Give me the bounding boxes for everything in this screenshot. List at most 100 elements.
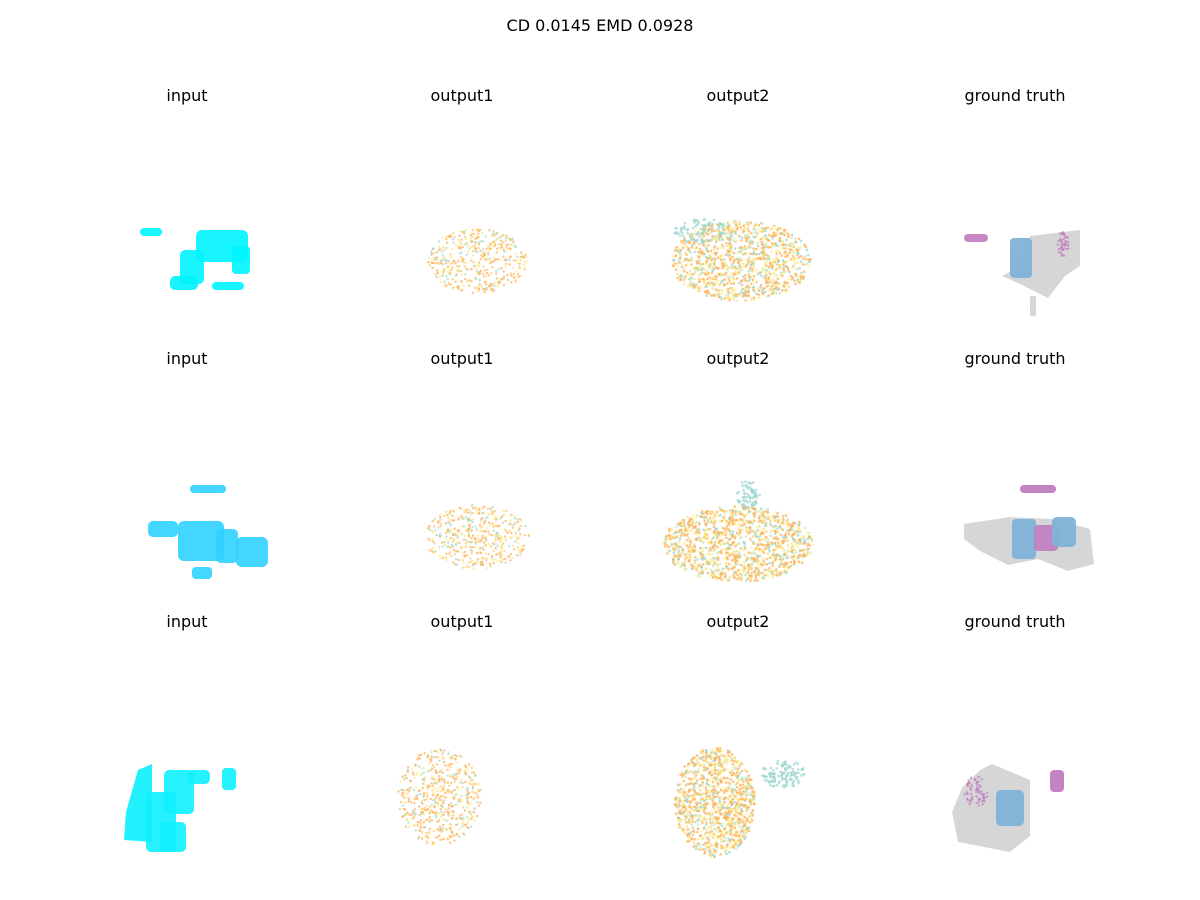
point	[741, 228, 744, 232]
point	[431, 764, 435, 767]
point	[751, 503, 754, 506]
point	[719, 761, 723, 765]
point	[682, 832, 686, 836]
point	[477, 265, 480, 268]
point	[751, 814, 754, 817]
point	[677, 541, 681, 544]
point	[464, 765, 468, 769]
point	[719, 513, 722, 517]
point	[465, 253, 469, 256]
point	[404, 825, 408, 828]
point	[719, 822, 723, 826]
point	[698, 258, 701, 262]
point	[488, 533, 491, 536]
point	[737, 802, 740, 805]
point	[727, 822, 730, 826]
point	[763, 266, 766, 269]
point	[741, 287, 744, 291]
point	[761, 536, 765, 540]
point	[675, 562, 678, 565]
point	[456, 803, 459, 807]
point	[726, 231, 730, 235]
point	[442, 811, 446, 814]
point	[475, 266, 478, 270]
point	[734, 767, 738, 770]
point	[417, 756, 420, 759]
point	[477, 287, 480, 290]
point	[689, 541, 693, 544]
point	[692, 286, 695, 289]
point	[451, 266, 454, 270]
point	[724, 241, 728, 245]
point	[785, 238, 788, 242]
panel-label: input	[166, 612, 208, 631]
point	[461, 825, 464, 828]
point	[509, 518, 512, 522]
point	[755, 534, 758, 538]
point	[444, 262, 448, 265]
point	[752, 795, 755, 799]
point	[708, 283, 711, 286]
point	[467, 781, 470, 784]
point	[454, 543, 458, 547]
point	[690, 263, 693, 266]
point	[437, 756, 440, 759]
point	[456, 786, 459, 789]
point	[678, 809, 682, 812]
point	[728, 241, 732, 245]
point	[469, 548, 472, 551]
point	[728, 537, 732, 541]
point	[459, 507, 462, 510]
point	[703, 852, 706, 855]
point	[751, 280, 755, 284]
point	[716, 817, 719, 821]
point	[714, 810, 718, 814]
point	[752, 247, 755, 250]
point	[732, 839, 735, 842]
point	[752, 802, 756, 806]
point	[722, 821, 725, 825]
point	[483, 505, 486, 508]
point	[476, 251, 479, 254]
point	[713, 823, 716, 827]
point	[785, 535, 788, 539]
point	[758, 560, 761, 563]
point	[710, 751, 713, 754]
point	[750, 539, 753, 543]
point	[750, 239, 753, 242]
point	[503, 550, 506, 553]
point	[705, 781, 709, 785]
point	[679, 783, 683, 786]
point	[782, 553, 786, 556]
point	[714, 520, 718, 523]
point	[686, 765, 690, 768]
point	[509, 536, 512, 540]
point	[677, 819, 681, 822]
point-cloud-output1	[397, 748, 482, 846]
point	[736, 781, 739, 785]
point	[446, 827, 449, 830]
point	[469, 561, 472, 564]
point	[477, 235, 480, 239]
point	[1065, 247, 1068, 250]
point	[699, 798, 702, 801]
point	[1066, 240, 1070, 244]
point	[754, 253, 758, 256]
point	[798, 542, 801, 546]
point	[722, 776, 725, 780]
point	[419, 753, 423, 757]
point	[762, 560, 766, 563]
point	[457, 260, 460, 263]
point	[473, 807, 476, 811]
point	[694, 847, 698, 850]
point	[740, 787, 743, 790]
point	[408, 798, 411, 801]
point	[487, 530, 490, 533]
point	[743, 514, 746, 518]
point	[444, 556, 448, 559]
point	[474, 562, 477, 565]
point	[792, 250, 796, 254]
point	[751, 787, 754, 790]
point	[686, 232, 689, 235]
point	[435, 276, 439, 279]
